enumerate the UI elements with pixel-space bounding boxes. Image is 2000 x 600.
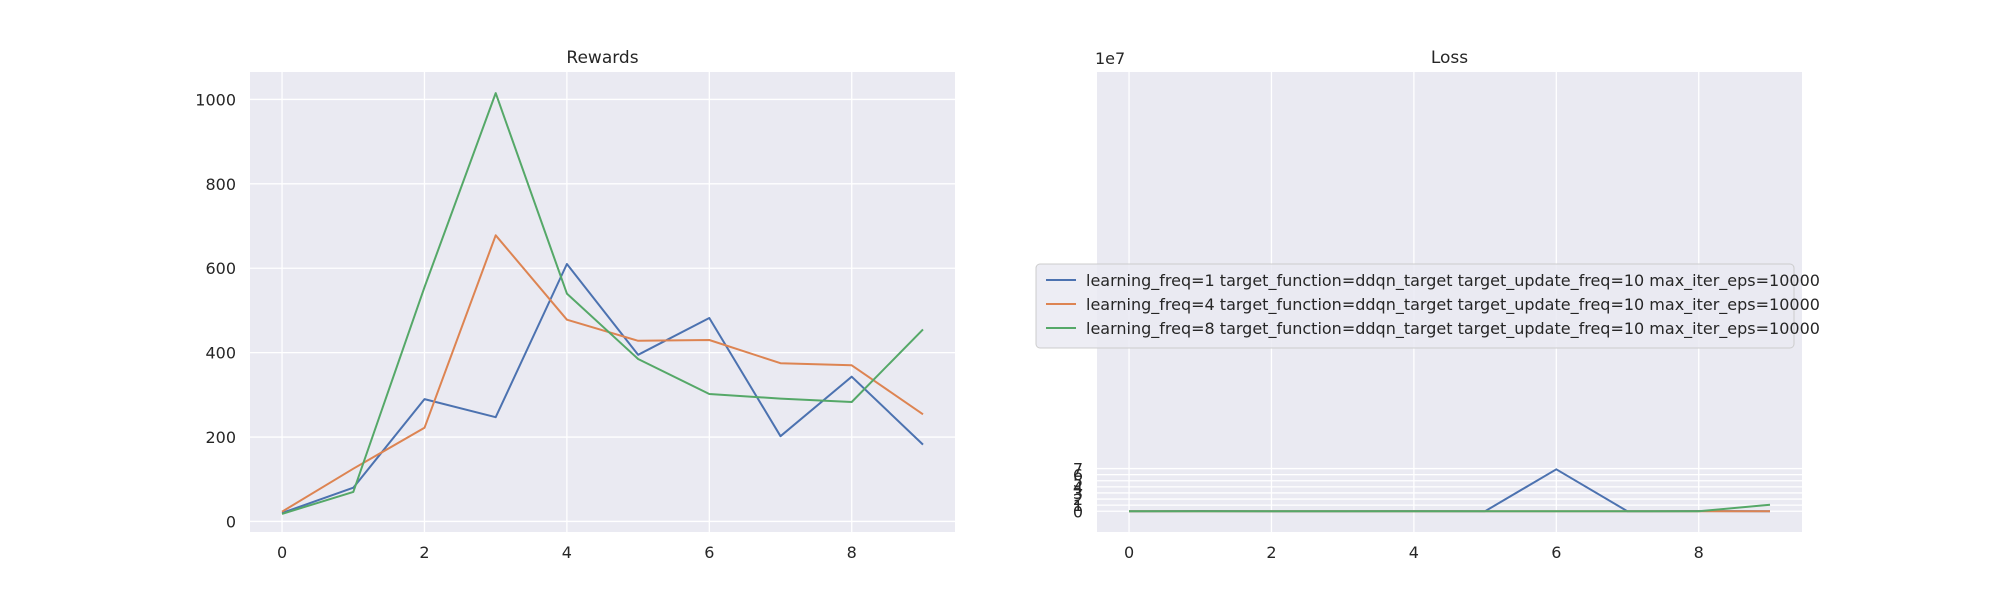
plot-area: [250, 72, 955, 532]
x-tick-label: 2: [419, 543, 429, 562]
y-tick-label: 5: [1073, 472, 1083, 491]
x-tick-label: 2: [1266, 543, 1276, 562]
y-tick-label: 400: [205, 344, 236, 363]
series-line-2: [281, 234, 924, 513]
x-tick-label: 8: [847, 543, 857, 562]
x-tick-label: 4: [562, 543, 572, 562]
series-line-3: [281, 92, 924, 515]
chart-title: Loss: [1431, 48, 1468, 68]
x-tick-label: 8: [1694, 543, 1704, 562]
legend-entry-1: learning_freq=1 target_function=ddqn_tar…: [1086, 271, 1820, 291]
x-tick-label: 6: [704, 543, 714, 562]
y-tick-label: 2: [1073, 490, 1083, 509]
chart-title: Rewards: [566, 48, 638, 68]
y-tick-label: 6: [1073, 466, 1083, 485]
y-tick-label: 0: [226, 512, 236, 531]
y-tick-label: 1000: [195, 90, 236, 109]
legend-entry-2: learning_freq=4 target_function=ddqn_tar…: [1086, 295, 1820, 315]
x-tick-label: 0: [1124, 543, 1134, 562]
y-offset-text: 1e7: [1095, 49, 1125, 68]
y-tick-label: 7: [1073, 460, 1083, 479]
rewards-chart: 0 2 4 6 8 0 200 400 600 800 1000 Rewards: [195, 48, 955, 562]
y-tick-label: 4: [1073, 478, 1083, 497]
legend-box: [1035, 263, 1795, 349]
legend: learning_freq=1 target_function=ddqn_tar…: [1035, 263, 1820, 349]
x-tick-label: 6: [1551, 543, 1561, 562]
x-tick-label: 4: [1409, 543, 1419, 562]
legend-entry-3: learning_freq=8 target_function=ddqn_tar…: [1086, 319, 1820, 339]
y-tick-label: 600: [205, 259, 236, 278]
y-tick-label: 1: [1073, 496, 1083, 515]
x-tick-label: 0: [277, 543, 287, 562]
series-line-1: [281, 263, 924, 514]
y-tick-label: 200: [205, 428, 236, 447]
series-line-3: [1129, 503, 1771, 513]
y-tick-label: 800: [205, 175, 236, 194]
y-tick-label: 0: [1073, 502, 1083, 521]
y-tick-label: 3: [1073, 484, 1083, 503]
